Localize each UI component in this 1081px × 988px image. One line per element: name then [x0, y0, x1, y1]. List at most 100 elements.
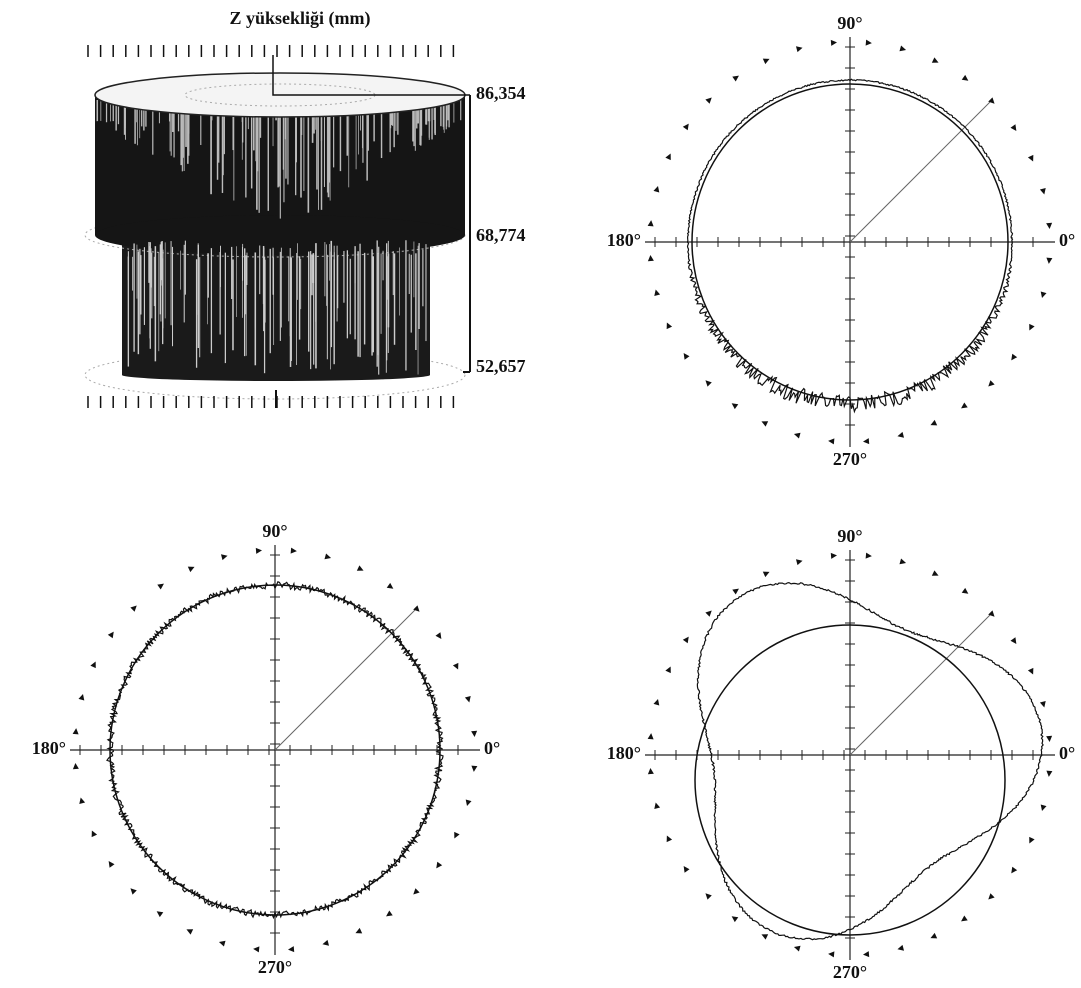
ring-marker — [221, 553, 228, 560]
polar-plot: 90°270°180°0° — [607, 13, 1075, 469]
ring-marker — [929, 933, 937, 941]
angle-label: 90° — [837, 13, 862, 33]
polar-plot: 90° 270° 180° 0° — [32, 521, 500, 977]
ring-marker — [1040, 188, 1047, 195]
lower-body — [122, 235, 430, 375]
ring-marker — [108, 630, 116, 638]
ring-marker — [435, 632, 443, 640]
angle-label: 0° — [484, 738, 500, 758]
ring-marker — [664, 834, 672, 842]
ring-marker — [324, 554, 331, 561]
ring-marker — [648, 220, 655, 227]
ring-marker — [413, 605, 421, 613]
ring-marker — [763, 569, 771, 577]
ring-marker — [796, 45, 803, 52]
ring-marker — [1028, 155, 1036, 163]
ring-marker — [683, 635, 691, 643]
ring-marker — [654, 185, 661, 192]
ring-marker — [1039, 291, 1046, 298]
ring-marker — [1009, 867, 1017, 875]
ring-marker — [899, 559, 906, 566]
ring-marker — [705, 95, 713, 103]
diagonal — [850, 102, 990, 242]
ring-marker — [796, 558, 803, 565]
ring-marker — [665, 152, 673, 160]
ring-marker — [828, 951, 835, 958]
ring-marker — [1039, 804, 1046, 811]
ring-marker — [218, 939, 225, 946]
ring-marker — [128, 886, 136, 894]
ring-marker — [683, 122, 691, 130]
ring-marker — [959, 915, 967, 923]
figure: Z yüksekliği (mm) 86,354 68,774 52,657 9… — [0, 0, 1081, 988]
z-label: 68,774 — [476, 225, 526, 245]
ring-marker — [1028, 668, 1036, 676]
ring-marker — [866, 40, 873, 47]
ring-marker — [130, 603, 138, 611]
ring-marker — [72, 763, 78, 769]
angle-label: 270° — [833, 449, 867, 469]
ring-marker — [664, 321, 672, 329]
ring-marker — [155, 909, 163, 917]
ring-marker — [932, 570, 940, 578]
ring-marker — [705, 608, 713, 616]
ring-marker — [471, 766, 478, 773]
angle-label: 270° — [258, 957, 292, 977]
ring-marker — [106, 859, 114, 867]
ring-marker — [763, 56, 771, 64]
ring-marker — [793, 431, 800, 438]
ring-marker — [471, 731, 477, 737]
ring-marker — [434, 862, 442, 870]
ring-marker — [291, 548, 298, 555]
ring-marker — [793, 944, 800, 951]
ring-marker — [288, 946, 294, 952]
ring-marker — [157, 581, 165, 589]
z-label: 86,354 — [476, 83, 526, 103]
ring-marker — [831, 552, 837, 558]
angle-label: 180° — [607, 230, 641, 250]
ring-marker — [90, 660, 98, 668]
ring-marker — [1010, 637, 1018, 645]
ring-marker — [1046, 736, 1052, 742]
ring-marker — [387, 583, 395, 591]
ring-marker — [322, 940, 329, 947]
ring-marker — [899, 46, 906, 53]
angle-label: 270° — [833, 962, 867, 982]
ring-marker — [962, 75, 970, 83]
ring-marker — [1010, 124, 1018, 132]
ring-marker — [897, 432, 904, 439]
ring-marker — [73, 728, 80, 735]
measured-profile — [697, 583, 1043, 940]
ring-marker — [932, 57, 940, 65]
ring-marker — [760, 419, 768, 427]
ring-marker — [703, 378, 711, 386]
ring-marker — [962, 588, 970, 596]
ring-marker — [188, 564, 196, 572]
ring-marker — [354, 928, 362, 936]
ring-marker — [863, 438, 869, 444]
ring-marker — [411, 888, 419, 896]
ring-marker — [465, 696, 472, 703]
lower-bottom — [122, 369, 430, 381]
ring-marker — [681, 864, 689, 872]
ring-marker — [1046, 223, 1052, 229]
ring-marker — [959, 402, 967, 410]
z-label: 52,657 — [476, 356, 526, 376]
ring-marker — [1009, 354, 1017, 362]
cylinder-title: Z yüksekliği (mm) — [229, 8, 370, 29]
ring-marker — [730, 914, 738, 922]
ring-marker — [1046, 258, 1053, 265]
ring-marker — [760, 932, 768, 940]
ring-marker — [986, 893, 994, 901]
ring-marker — [79, 693, 86, 700]
angle-label: 180° — [32, 738, 66, 758]
ring-marker — [1027, 324, 1035, 332]
ring-marker — [730, 401, 738, 409]
ring-marker — [384, 910, 392, 918]
ring-marker — [256, 547, 262, 553]
ring-marker — [647, 255, 653, 261]
polar-plot: 90°270°180°0° — [607, 526, 1075, 982]
angle-label: 90° — [262, 521, 287, 541]
ring-marker — [986, 380, 994, 388]
ring-marker — [653, 802, 660, 809]
